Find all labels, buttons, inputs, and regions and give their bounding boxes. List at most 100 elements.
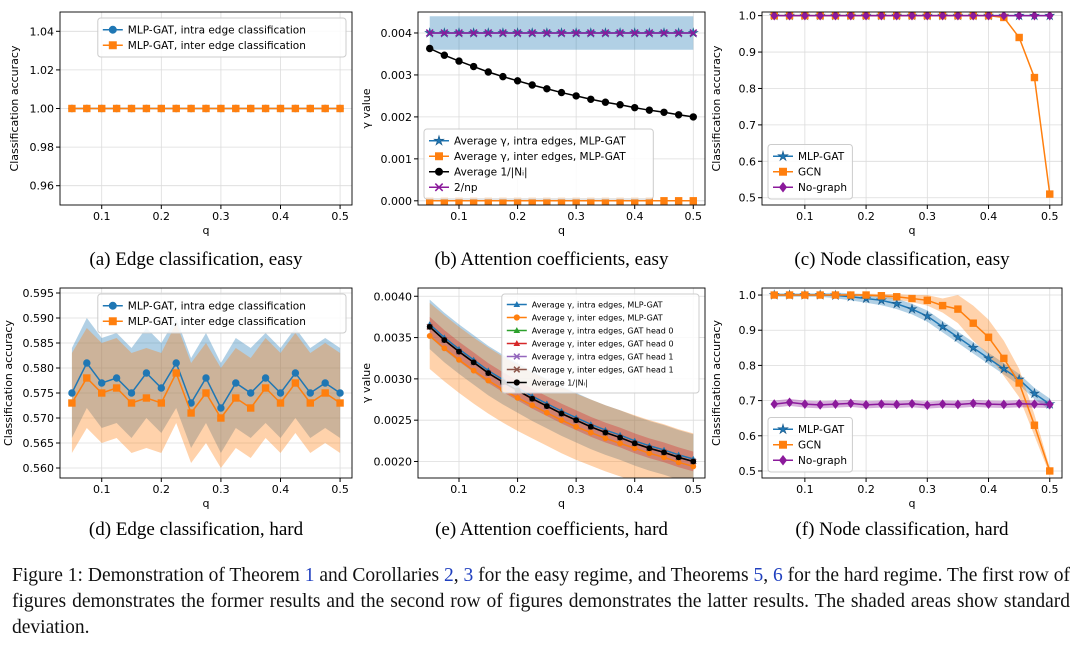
data-point — [484, 29, 493, 37]
y-tick-label: 0.560 — [23, 462, 55, 475]
data-point — [98, 104, 106, 113]
data-point — [83, 359, 91, 367]
legend-label: No-graph — [798, 182, 847, 194]
data-point — [306, 389, 314, 397]
y-tick-label: 1.00 — [30, 103, 55, 116]
data-point — [675, 454, 682, 461]
data-point — [157, 104, 166, 113]
reference-link[interactable]: 6 — [772, 565, 783, 586]
legend-label: MLP-GAT — [798, 151, 845, 163]
axes-frame — [761, 11, 1063, 206]
data-point — [172, 369, 180, 377]
subplot-caption: (f) Node classification, hard — [795, 519, 1009, 540]
data-point — [689, 29, 698, 37]
data-point — [217, 404, 225, 412]
data-point — [1046, 467, 1054, 475]
reference-link[interactable]: 5 — [753, 565, 764, 586]
data-point — [441, 345, 448, 352]
data-point — [83, 374, 91, 382]
data-point — [425, 29, 434, 37]
data-point — [689, 113, 697, 121]
x-axis-label: q — [909, 224, 916, 237]
data-point — [528, 29, 537, 37]
data-point — [631, 445, 638, 452]
legend-marker — [777, 423, 789, 435]
figure-caption: Figure 1: Demonstration of Theorem 1 and… — [12, 563, 1070, 641]
data-point — [674, 29, 683, 37]
data-point — [469, 62, 478, 71]
data-point — [127, 389, 136, 397]
data-point — [142, 394, 151, 402]
data-point — [984, 399, 993, 410]
data-point — [321, 389, 329, 397]
data-point — [469, 29, 478, 37]
x-axis-label: q — [558, 224, 565, 237]
data-point — [646, 450, 653, 457]
y-tick-label: 0.0035 — [374, 332, 413, 345]
reference-link[interactable]: 1 — [304, 565, 315, 586]
legend-marker — [108, 317, 117, 326]
data-point — [261, 374, 270, 382]
x-tick-label: 0.1 — [93, 483, 111, 496]
data-point — [127, 104, 136, 113]
y-tick-label: 0.0020 — [374, 455, 413, 468]
data-point — [862, 12, 870, 21]
data-point — [630, 29, 639, 37]
data-point — [785, 397, 794, 408]
data-point — [485, 377, 492, 384]
x-tick-label: 0.5 — [331, 483, 349, 496]
plot-area — [762, 288, 1062, 478]
data-point — [617, 434, 623, 441]
data-point — [862, 399, 870, 410]
data-point — [232, 104, 240, 113]
data-point — [674, 197, 683, 205]
data-point — [954, 399, 962, 410]
data-point — [831, 12, 840, 21]
caption-text: , — [763, 565, 773, 586]
y-tick-label: 0.002 — [381, 111, 413, 124]
data-point — [660, 29, 668, 37]
data-point — [98, 379, 106, 387]
data-point — [954, 305, 962, 313]
series-line — [429, 47, 694, 118]
data-point — [321, 379, 329, 387]
legend-label: Average γ, intra edges, MLP-GAT — [454, 136, 626, 148]
legend-label: Average γ, inter edges, GAT head 1 — [532, 365, 674, 374]
data-point — [202, 389, 210, 397]
y-tick-label: 0.590 — [23, 312, 55, 325]
y-tick-label: 0.0040 — [374, 290, 413, 303]
data-point — [601, 98, 610, 106]
reference-link[interactable]: 3 — [463, 565, 474, 586]
data-point — [261, 384, 270, 392]
data-point — [923, 296, 932, 305]
data-point — [846, 398, 855, 409]
data-point — [572, 29, 581, 37]
data-point — [336, 399, 344, 407]
data-point — [157, 399, 166, 407]
axes-frame — [59, 11, 353, 206]
data-point — [426, 323, 433, 330]
x-tick-label: 0.4 — [980, 210, 998, 223]
data-point — [967, 341, 979, 353]
data-point — [1046, 190, 1054, 198]
data-point — [892, 293, 901, 301]
data-point — [202, 104, 210, 113]
caption-text: and Corollaries — [314, 565, 444, 586]
legend-label: Average γ, intra edges, GAT head 1 — [532, 352, 674, 361]
data-point — [938, 399, 947, 410]
axes-frame — [417, 287, 706, 479]
data-point — [157, 384, 166, 392]
y-tick-label: 0.003 — [381, 69, 413, 82]
x-tick-label: 0.4 — [626, 210, 644, 223]
data-point — [675, 459, 682, 466]
data-point — [661, 449, 667, 456]
x-tick-label: 0.3 — [212, 210, 230, 223]
legend-marker — [513, 314, 520, 321]
data-point — [513, 77, 522, 85]
data-point — [984, 333, 993, 341]
data-point — [470, 359, 477, 366]
reference-link[interactable]: 2 — [443, 565, 454, 586]
data-point — [969, 398, 978, 409]
data-point — [456, 356, 462, 363]
legend-box — [97, 17, 347, 58]
